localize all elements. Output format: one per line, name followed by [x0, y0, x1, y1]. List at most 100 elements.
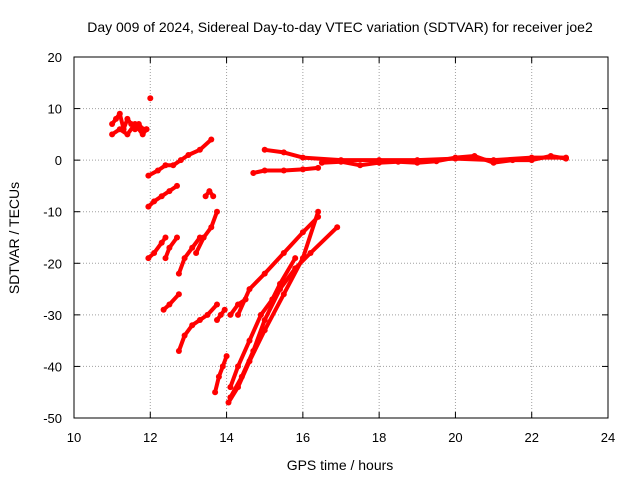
data-point — [132, 121, 138, 127]
series-arc-12h-low — [145, 234, 169, 262]
data-point — [174, 234, 180, 241]
data-point — [235, 311, 241, 318]
series-arc-13h-a — [175, 234, 203, 277]
data-point — [238, 373, 245, 380]
data-point — [246, 286, 253, 293]
data-point — [145, 255, 152, 262]
data-point — [109, 131, 116, 138]
data-point — [227, 384, 234, 391]
data-point — [221, 306, 228, 313]
plot-frame — [73, 56, 609, 419]
chart-title: Day 009 of 2024, Sidereal Day-to-day VTE… — [87, 19, 593, 35]
grid-lines — [74, 57, 608, 418]
data-point — [277, 280, 283, 287]
data-point — [181, 332, 188, 339]
data-point — [217, 311, 224, 318]
data-point — [307, 250, 314, 256]
series-line — [146, 235, 168, 261]
data-point — [261, 270, 268, 277]
x-tick-label: 22 — [524, 430, 538, 445]
data-point — [250, 170, 257, 176]
series-line — [176, 302, 219, 353]
data-point — [250, 348, 257, 354]
series-line — [319, 154, 568, 168]
data-point — [196, 317, 203, 323]
data-point — [292, 265, 299, 272]
y-tick-label: -20 — [43, 256, 62, 271]
data-point — [227, 311, 234, 318]
x-tick-label: 12 — [143, 430, 157, 445]
data-point — [315, 208, 322, 215]
y-tick-label: 20 — [48, 50, 62, 65]
data-point — [196, 146, 203, 153]
data-point — [177, 157, 184, 164]
series-arc-12h-bottom — [160, 291, 182, 313]
data-point — [166, 244, 173, 251]
data-marks — [109, 95, 569, 406]
data-point — [215, 373, 222, 380]
data-point — [158, 239, 165, 246]
data-point — [315, 213, 322, 220]
data-point — [158, 193, 165, 200]
data-point — [219, 363, 226, 370]
series-line — [194, 209, 219, 255]
y-axis-label: SDTVAR / TECUs — [6, 182, 22, 294]
series-blob-13h — [202, 188, 217, 200]
x-tick-labels: 10 12 14 16 18 20 22 24 — [67, 430, 615, 445]
series-line — [213, 354, 229, 395]
data-point — [181, 255, 188, 262]
data-point — [151, 198, 158, 205]
data-point — [318, 159, 325, 166]
data-point — [357, 162, 364, 169]
series-line — [110, 111, 149, 132]
data-point — [433, 158, 440, 165]
data-point — [206, 188, 213, 195]
data-point — [299, 154, 306, 161]
data-point — [528, 157, 535, 164]
data-point — [174, 182, 180, 189]
data-point — [175, 348, 182, 354]
series-diag-3 — [227, 255, 299, 391]
data-point — [212, 389, 219, 396]
data-point — [116, 126, 123, 133]
axis-ticks — [73, 56, 609, 419]
series-cluster-11h-b — [109, 121, 150, 138]
data-point — [175, 270, 182, 277]
series-outlier-12h — [147, 95, 154, 102]
data-point — [160, 306, 167, 313]
data-point — [145, 172, 152, 179]
series-line — [176, 235, 202, 276]
series-arc-14h-a — [212, 353, 230, 396]
data-point — [223, 353, 230, 360]
data-point — [235, 301, 241, 308]
x-axis-label: GPS time / hours — [287, 457, 394, 473]
data-point — [143, 126, 150, 133]
x-tick-label: 24 — [601, 430, 615, 445]
data-point — [269, 296, 276, 303]
y-tick-label: 0 — [55, 153, 62, 168]
y-tick-label: -50 — [43, 411, 62, 426]
data-point — [200, 234, 207, 241]
series-arc-12h-low2 — [162, 234, 180, 262]
series-arc-13h-c — [175, 301, 220, 354]
data-point — [193, 250, 200, 256]
data-point — [563, 155, 569, 162]
data-point — [162, 255, 169, 262]
series-arc-12h-mid — [145, 182, 180, 210]
data-point — [261, 146, 268, 153]
data-point — [189, 322, 196, 329]
data-point — [214, 208, 220, 215]
data-point — [210, 193, 217, 200]
data-point — [395, 158, 402, 165]
data-point — [162, 234, 169, 241]
data-point — [509, 157, 516, 164]
data-point — [280, 250, 287, 256]
data-point — [280, 167, 287, 174]
data-point — [175, 291, 182, 298]
y-tick-labels: 20 10 0 -10 -20 -30 -40 -50 — [43, 50, 62, 426]
x-tick-label: 20 — [448, 430, 462, 445]
data-point — [154, 167, 161, 174]
data-point — [202, 193, 209, 200]
data-point — [299, 229, 306, 236]
data-point — [124, 115, 131, 122]
